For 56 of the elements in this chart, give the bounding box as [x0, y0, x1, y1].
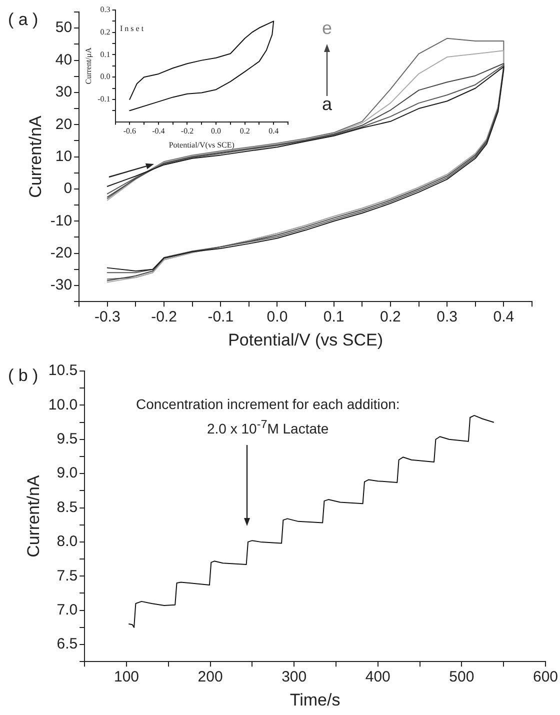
x-tick-label: 0.2	[240, 126, 250, 136]
y-axis-title: Current/nA	[24, 474, 43, 558]
x-tick-label: -0.6	[123, 126, 136, 136]
y-tick-label: 0.3	[100, 5, 110, 14]
y-tick-label: -0.1	[98, 94, 110, 104]
y-tick-label: 30	[55, 84, 72, 101]
text: ( b )	[8, 366, 38, 386]
y-tick-label: 9.0	[56, 464, 78, 482]
x-tick-label: 0.2	[380, 308, 401, 326]
x-tick-label: 0.0	[211, 126, 222, 136]
annotation: Inset	[120, 24, 146, 33]
text: ( a )	[8, 10, 38, 30]
y-tick-label: -20	[50, 244, 72, 262]
y-tick-label: 7.5	[56, 567, 78, 584]
x-tick-label: 0.0	[266, 308, 288, 326]
y-tick-label: 40	[55, 51, 72, 68]
y-tick-label: 0.0	[100, 72, 110, 82]
x-tick-label: -0.2	[151, 308, 177, 326]
y-tick-label: -30	[50, 276, 72, 294]
x-tick-label: -0.3	[94, 308, 120, 326]
x-axis-title: Time/s	[290, 690, 340, 710]
x-tick-label: -0.2	[180, 126, 194, 136]
x-tick-label: 400	[365, 668, 390, 686]
y-tick-label: 10	[55, 148, 72, 165]
annotation: Concentration increment for each addition:	[136, 396, 400, 412]
x-tick-label: 600	[532, 668, 558, 686]
y-tick-label: 8.0	[56, 533, 78, 550]
y-tick-label: 7.0	[56, 601, 78, 618]
x-axis-title: Potential/V(vs SCE)	[168, 140, 235, 150]
x-axis-title: Potential/V (vs SCE)	[228, 330, 384, 350]
x-tick-label: -0.1	[208, 308, 234, 326]
annotation: 2.0 x 10$^{-7}$M Lactate	[207, 418, 329, 437]
x-tick-label: 0.4	[493, 308, 514, 326]
y-tick-label: 50	[55, 19, 72, 36]
y-axis-title: Current/μA	[84, 47, 93, 84]
x-tick-label: 0.1	[323, 308, 344, 326]
x-tick-label: 0.3	[436, 308, 458, 326]
y-tick-label: 10.5	[48, 362, 78, 380]
y-tick-label: 6.5	[56, 636, 78, 653]
x-tick-label: 500	[449, 668, 474, 686]
x-tick-label: 0.4	[268, 126, 279, 136]
x-tick-label: -0.4	[152, 126, 165, 136]
y-tick-label: 9.5	[56, 430, 78, 448]
y-tick-label: 8.5	[56, 498, 78, 516]
y-tick-label: 0.2	[100, 27, 110, 36]
y-axis-title: Current/nA	[26, 115, 45, 198]
y-tick-label: 0	[64, 180, 72, 198]
x-tick-label: 200	[198, 668, 223, 686]
annotation: e	[322, 18, 332, 39]
x-tick-label: 300	[282, 668, 307, 686]
y-tick-label: 20	[55, 116, 72, 133]
x-tick-label: 100	[114, 668, 140, 686]
annotation: a	[322, 94, 332, 115]
y-tick-label: 10.0	[48, 396, 78, 414]
y-tick-label: -10	[50, 212, 72, 230]
y-tick-label: 0.1	[100, 50, 110, 59]
